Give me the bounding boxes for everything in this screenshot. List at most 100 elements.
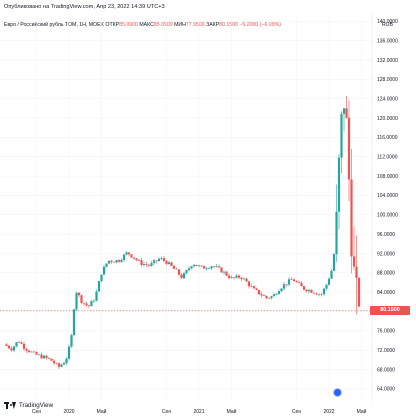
x-tick-label: 2021: [193, 409, 204, 415]
candle-body: [257, 289, 261, 295]
candle-body: [327, 278, 331, 285]
candle-body: [190, 266, 193, 269]
candle-body: [102, 266, 106, 275]
y-tick-label: 88.0000: [377, 271, 395, 277]
candle-body: [282, 284, 286, 289]
candle-body: [330, 270, 333, 279]
y-tick-label: 104.0000: [377, 193, 398, 199]
symbol-title: Евро / Российский рубль TOM, 1Н, MOEX: [4, 22, 104, 28]
y-tick-label: 76.0000: [377, 329, 395, 335]
candle-body: [270, 296, 273, 299]
candle-body: [35, 352, 38, 355]
candle-body: [147, 264, 151, 266]
candle-body: [70, 335, 73, 347]
candle-body: [12, 346, 16, 351]
candle-body: [77, 292, 81, 296]
y-tick-label: 132.0000: [377, 58, 398, 64]
candle-body: [107, 260, 111, 264]
candle-body: [140, 260, 143, 266]
candle-body: [155, 260, 158, 261]
candle-body: [212, 266, 216, 267]
candle-body: [297, 281, 301, 283]
candle-body: [240, 277, 243, 280]
candle-body: [272, 294, 276, 297]
candle-body: [75, 292, 78, 310]
candle-body: [100, 274, 103, 282]
candle-body: [10, 348, 13, 351]
candle-body: [182, 273, 186, 279]
y-tick-label: 72.0000: [377, 348, 395, 354]
candle-body: [207, 268, 211, 269]
candle-body: [65, 358, 68, 364]
y-tick-label: 84.0000: [377, 290, 395, 296]
candle-body: [355, 266, 358, 278]
y-axis: 64.0000 68.0000 72.0000 76.0000 84.0000 88.00…: [371, 14, 398, 401]
candle-body: [295, 281, 298, 282]
candle-body: [337, 157, 341, 212]
candle-body: [250, 286, 253, 287]
candle-body: [142, 264, 146, 266]
x-tick-label: Сен: [292, 409, 301, 415]
candle-body: [315, 293, 318, 295]
x-tick-label: 2022: [323, 409, 334, 415]
candle-body: [170, 262, 173, 266]
candle-body: [347, 117, 351, 180]
candle-body: [165, 260, 168, 265]
candle-body: [45, 355, 48, 358]
candle-body: [120, 260, 123, 262]
open-label: ОТКР: [105, 22, 120, 28]
close-value: 80.1500: [219, 22, 238, 28]
open-value: 85.0900: [119, 22, 138, 28]
candle-body: [217, 266, 221, 268]
candle-body: [117, 260, 121, 262]
y-tick-label: 68.0000: [377, 367, 395, 373]
tradingview-logo-text: TradingView: [19, 402, 54, 409]
candle-body: [332, 254, 336, 271]
candle-body: [37, 354, 41, 356]
candle-body: [50, 358, 53, 361]
x-tick-label: Сен: [162, 409, 171, 415]
candle-body: [30, 351, 33, 353]
change-value: −5.2000 (−6.09%): [239, 22, 281, 28]
candle-body: [150, 263, 153, 266]
candle-body: [237, 275, 241, 278]
candle-body: [285, 284, 288, 285]
low-value: 77.9500: [185, 22, 205, 28]
event-marker-icon[interactable]: [333, 388, 342, 397]
y-tick-label: 112.0000: [377, 155, 398, 161]
candle-body: [115, 260, 118, 263]
candle-body: [47, 357, 51, 359]
candle-body: [267, 298, 271, 299]
candle-body: [177, 269, 181, 275]
last-price-badge: 80.1500: [370, 306, 410, 316]
candle-body: [80, 295, 83, 303]
candle-body: [132, 257, 136, 259]
candle-body: [55, 363, 58, 364]
candle-body: [292, 279, 296, 282]
candle-body: [167, 262, 171, 265]
candle-body: [15, 342, 18, 347]
candle-body: [280, 288, 283, 292]
candle-body: [160, 258, 163, 259]
candle-body: [210, 266, 213, 269]
x-tick-label: Май: [227, 408, 237, 415]
candle-body: [60, 364, 63, 367]
candle-body: [157, 258, 161, 261]
x-tick-label: Сен: [32, 409, 41, 415]
candle-body: [222, 271, 226, 273]
candle-body: [252, 286, 256, 289]
candle-body: [265, 295, 268, 299]
y-tick-label: 108.0000: [377, 174, 398, 180]
candle-body: [230, 277, 233, 279]
candle-body: [135, 258, 138, 261]
low-label: МИН: [174, 22, 186, 28]
candle-body: [72, 309, 76, 336]
candle-body: [290, 279, 293, 280]
candle-body: [137, 260, 141, 261]
candle-body: [67, 346, 71, 359]
y-tick-label: 96.0000: [377, 232, 395, 238]
candle-body: [20, 342, 23, 344]
candle-body: [340, 113, 343, 158]
candle-body: [345, 108, 348, 118]
